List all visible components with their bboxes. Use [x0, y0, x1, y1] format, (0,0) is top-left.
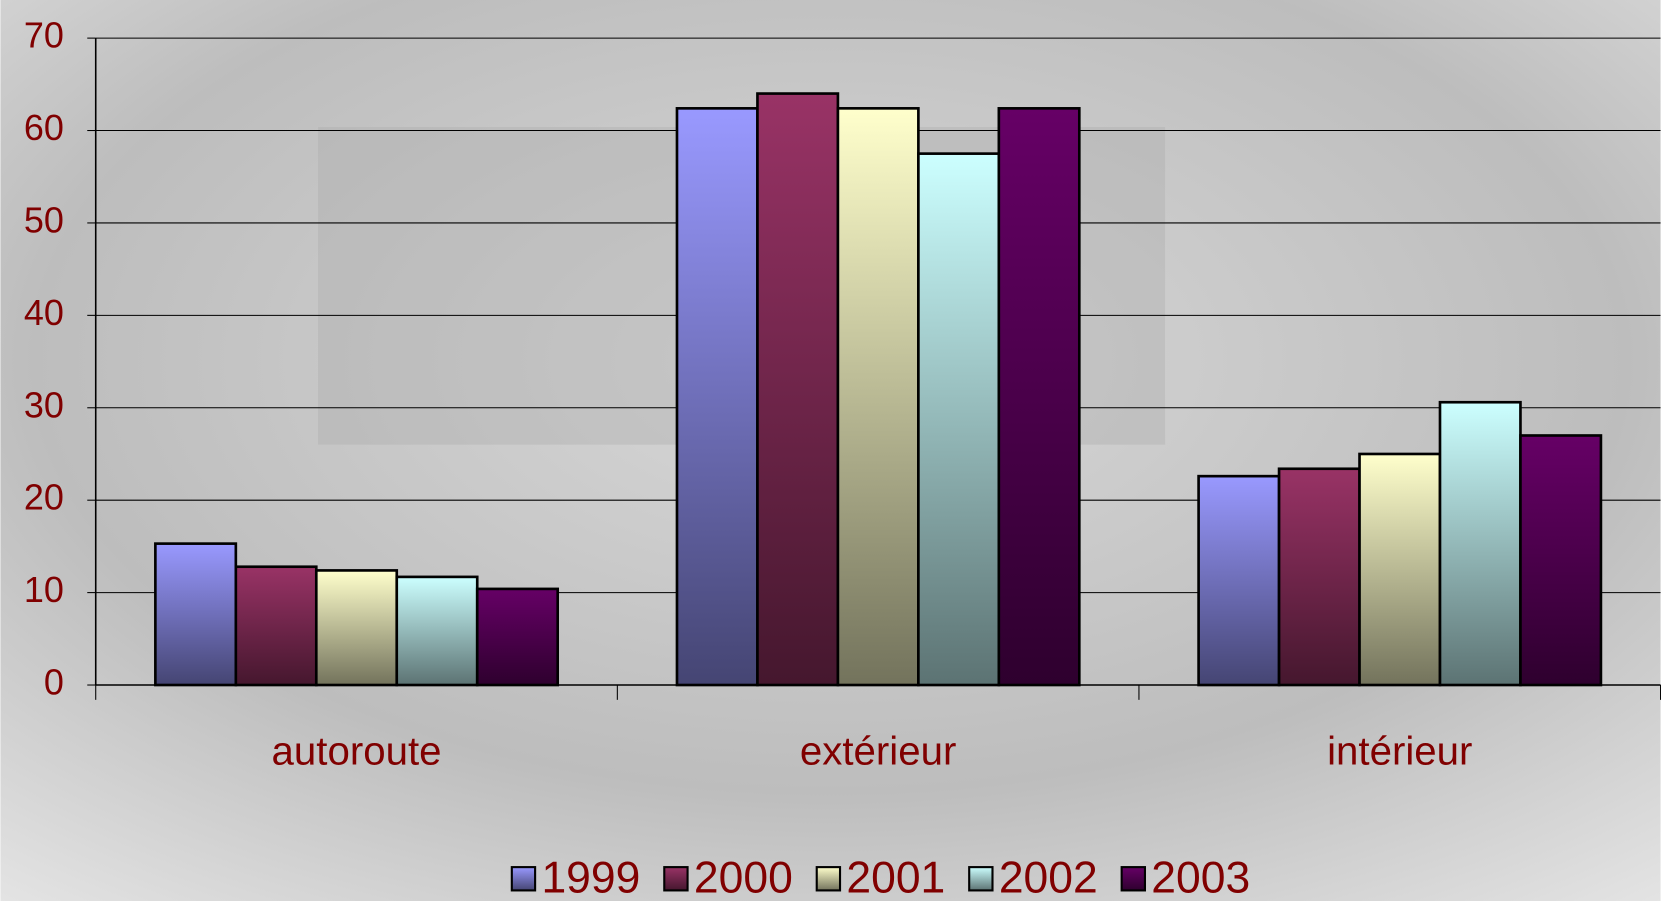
- legend-swatch: [815, 866, 842, 892]
- bar: [154, 542, 238, 687]
- y-tick-label: 0: [44, 662, 64, 703]
- y-tick-label: 10: [24, 569, 64, 610]
- bar: [395, 575, 479, 687]
- bar: [836, 107, 920, 687]
- x-tick-label: extérieur: [800, 728, 956, 773]
- legend-label: 2000: [694, 854, 793, 901]
- legend-label: 1999: [541, 854, 640, 901]
- bar: [234, 565, 318, 687]
- bar: [1277, 467, 1361, 687]
- bar: [997, 107, 1081, 687]
- legend-label: 2001: [846, 854, 945, 901]
- y-tick-label: 50: [24, 199, 64, 240]
- legend-label: 2003: [1151, 854, 1250, 901]
- bar: [917, 152, 1001, 687]
- legend-swatch: [663, 866, 689, 892]
- x-tick-label: autoroute: [272, 728, 442, 773]
- legend-swatch: [968, 866, 994, 892]
- bar: [1519, 434, 1603, 687]
- bar: [1197, 474, 1281, 687]
- bar: [475, 587, 560, 687]
- bar: [756, 92, 840, 687]
- y-tick-label: 40: [24, 292, 64, 333]
- y-tick-label: 70: [24, 15, 64, 56]
- legend-label: 2002: [999, 854, 1098, 901]
- y-tick-label: 20: [24, 477, 64, 518]
- legend-swatch: [1120, 866, 1147, 892]
- x-tick-label: intérieur: [1327, 728, 1472, 773]
- bar: [314, 569, 399, 687]
- bar: [1358, 452, 1442, 687]
- y-tick-label: 60: [24, 107, 64, 148]
- bar: [675, 107, 759, 687]
- bar: [1438, 400, 1522, 687]
- legend-swatch: [510, 866, 537, 892]
- y-tick-label: 30: [24, 384, 64, 425]
